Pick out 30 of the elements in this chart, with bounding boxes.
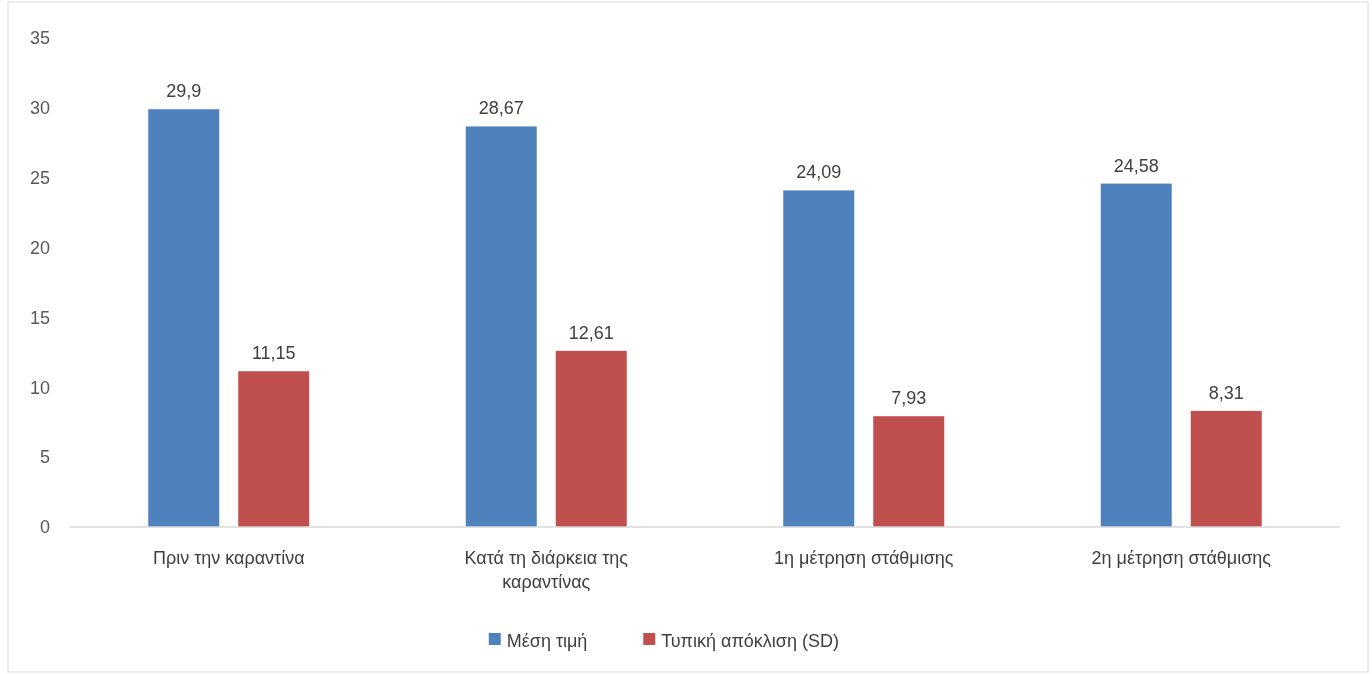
x-tick-label: Κατά τη διάρκεια της καραντίνας (464, 548, 629, 592)
data-label: 12,61 (568, 322, 614, 343)
data-label: 11,15 (251, 343, 296, 364)
y-tick-label: 30 (29, 98, 50, 119)
data-label: 24,58 (1113, 155, 1159, 176)
y-tick-label: 15 (29, 307, 50, 328)
y-tick-label: 25 (29, 168, 50, 189)
legend-label: Τυπική απόκλιση (SD) (661, 631, 839, 652)
y-tick-label: 10 (29, 377, 50, 398)
bar (1100, 183, 1172, 527)
x-tick-label: 1η μέτρηση στάθμισης (774, 548, 954, 568)
y-tick-label: 0 (39, 517, 50, 538)
legend-label: Μέση τιμή (506, 631, 588, 652)
bar (555, 350, 627, 527)
data-label: 7,93 (891, 388, 927, 409)
data-label: 24,09 (796, 162, 842, 183)
data-label: 28,67 (478, 98, 524, 119)
bar (148, 109, 220, 527)
data-label: 29,9 (166, 81, 202, 102)
bar (238, 371, 310, 527)
bar (1190, 410, 1262, 527)
y-tick-label: 20 (29, 237, 50, 258)
y-tick-label: 35 (29, 28, 50, 49)
data-label: 8,31 (1208, 382, 1244, 403)
x-tick-label: Πριν την καραντίνα (152, 548, 305, 568)
bar (783, 190, 855, 527)
bar (465, 126, 537, 527)
x-tick-label: 2η μέτρηση στάθμισης (1091, 548, 1272, 568)
bar (873, 416, 945, 527)
y-tick-label: 5 (39, 447, 50, 468)
